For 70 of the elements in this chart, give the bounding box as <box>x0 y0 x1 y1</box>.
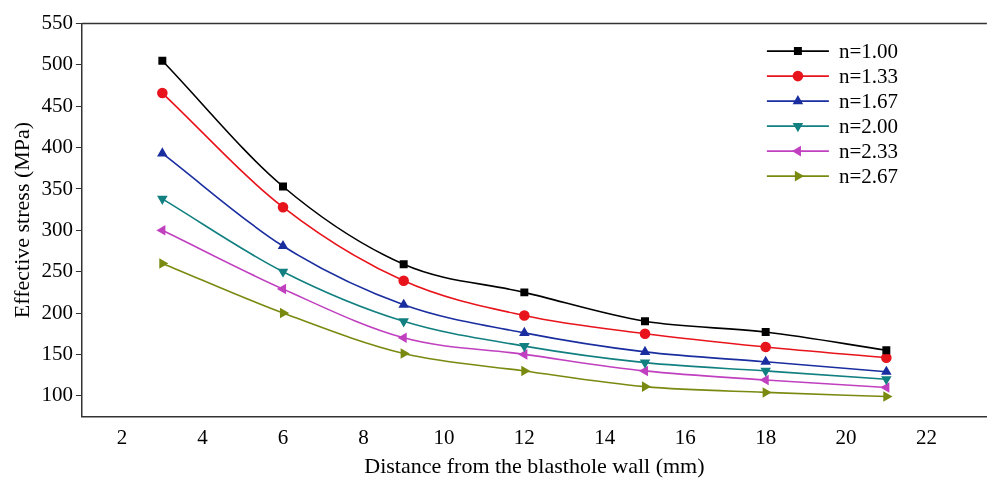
x-tick-label: 4 <box>197 424 209 449</box>
y-tick-label: 350 <box>41 175 73 200</box>
x-tick-label: 22 <box>916 424 938 449</box>
y-tick-label: 300 <box>41 216 73 241</box>
x-tick-label: 18 <box>755 424 777 449</box>
y-tick-label: 500 <box>41 51 73 76</box>
point <box>157 225 166 236</box>
point <box>762 387 771 398</box>
point <box>760 367 771 377</box>
legend-label: n=1.00 <box>838 38 898 63</box>
point <box>882 346 891 355</box>
point <box>400 348 409 359</box>
point <box>398 318 409 327</box>
legend-label: n=2.67 <box>838 163 898 188</box>
legend-label: n=1.67 <box>838 88 898 113</box>
y-tick-label: 550 <box>41 10 73 35</box>
y-tick-label: 250 <box>41 258 73 283</box>
point <box>881 382 890 393</box>
point <box>158 56 167 65</box>
x-tick-label: 20 <box>835 424 857 449</box>
point <box>278 268 288 277</box>
x-tick-label: 14 <box>594 424 616 449</box>
point <box>278 240 288 250</box>
point <box>519 310 530 321</box>
point <box>641 317 649 326</box>
x-axis-title: Distance from the blasthole wall (mm) <box>364 452 705 478</box>
y-tick-label: 100 <box>41 382 73 407</box>
point <box>760 375 769 385</box>
point <box>157 148 168 157</box>
point <box>761 328 770 337</box>
point <box>398 333 407 343</box>
y-tick-label: 200 <box>41 299 73 324</box>
point <box>760 341 771 353</box>
point <box>399 260 408 269</box>
point <box>398 299 409 308</box>
x-tick-label: 16 <box>674 424 696 449</box>
point <box>159 258 168 269</box>
legend-label: n=2.33 <box>838 138 898 163</box>
point <box>883 391 892 402</box>
point <box>519 349 528 360</box>
point <box>157 195 168 205</box>
point <box>279 308 289 318</box>
point <box>277 284 287 294</box>
point <box>640 346 650 355</box>
point <box>641 381 651 392</box>
y-tick-label: 150 <box>41 340 73 365</box>
point <box>521 366 530 376</box>
x-tick-label: 2 <box>116 424 128 449</box>
y-tick-label: 400 <box>41 134 73 159</box>
legend-label: n=2.00 <box>838 113 898 138</box>
x-tick-label: 12 <box>513 424 535 449</box>
point <box>398 275 409 287</box>
point <box>520 288 529 297</box>
point <box>639 366 649 376</box>
x-tick-label: 10 <box>433 424 455 449</box>
point <box>760 356 771 365</box>
point <box>640 359 650 368</box>
y-axis-title: Effective stress (MPa) <box>8 121 34 319</box>
point <box>277 201 289 213</box>
point <box>279 182 287 191</box>
point <box>881 376 892 385</box>
point <box>519 343 530 352</box>
x-tick-label: 8 <box>358 424 369 449</box>
point <box>639 328 651 340</box>
legend-label: n=1.33 <box>838 63 898 88</box>
point <box>881 366 892 375</box>
x-tick-label: 6 <box>277 424 289 449</box>
point <box>157 87 168 99</box>
point <box>519 327 530 336</box>
y-tick-label: 450 <box>41 92 73 117</box>
